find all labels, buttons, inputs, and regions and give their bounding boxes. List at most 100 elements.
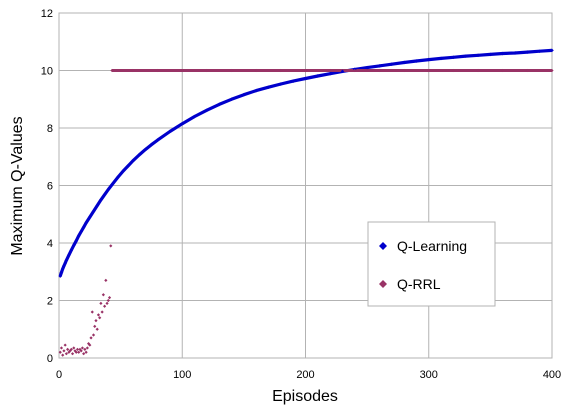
q-learning-point [60, 267, 65, 271]
q-rrl-point [85, 346, 89, 350]
q-rrl-point [103, 304, 107, 308]
y-tick-label: 4 [47, 238, 53, 250]
q-rrl-point [427, 68, 431, 73]
q-rrl-point [99, 301, 103, 305]
q-rrl-point [72, 346, 76, 350]
y-tick-label: 0 [47, 353, 53, 365]
q-rrl-point [79, 349, 83, 353]
q-learning-point [79, 229, 83, 234]
q-rrl-point [328, 68, 332, 73]
q-learning-point [137, 153, 141, 157]
q-rrl-point [279, 68, 283, 73]
q-learning-point [58, 274, 63, 278]
q-learning-point [377, 64, 382, 68]
q-rrl-point [95, 327, 99, 331]
q-rrl-point [180, 68, 184, 73]
legend-label-q-learning: Q-Learning [397, 238, 467, 254]
q-rrl-point [58, 350, 62, 354]
q-rrl-point [93, 324, 97, 328]
q-rrl-point [61, 353, 65, 357]
q-rrl-point [451, 68, 455, 73]
q-learning-point [106, 187, 111, 192]
q-learning-point [149, 142, 154, 147]
q-rrl-point [229, 68, 234, 73]
q-learning-point [64, 258, 69, 263]
q-learning-point [81, 225, 86, 229]
legend: Q-Learning Q-RRL [367, 221, 496, 307]
q-rrl-point [402, 68, 406, 73]
q-rrl-point [69, 347, 73, 351]
q-learning-point [71, 243, 76, 248]
q-learning-point [340, 69, 345, 74]
q-learning-point [500, 51, 505, 56]
y-tick-label: 2 [47, 296, 53, 308]
q-rrl-point [63, 343, 67, 347]
y-tick-label: 8 [47, 123, 53, 135]
q-rrl-point [59, 346, 64, 350]
q-rrl-point [476, 68, 480, 73]
q-learning-point [205, 108, 209, 112]
q-rrl-point [110, 68, 114, 73]
q-rrl-point [91, 333, 96, 337]
q-learning-point [76, 234, 81, 238]
q-learning-point [155, 138, 160, 142]
q-rrl-point [77, 350, 81, 354]
q-learning-point [95, 203, 100, 208]
q-learning-point [143, 147, 148, 152]
q-learning-point [525, 50, 530, 54]
q-rrl-point [100, 310, 104, 314]
q-learning-point [439, 56, 443, 61]
q-learning-point [254, 88, 258, 93]
q-rrl-point [303, 68, 308, 73]
q-learning-point [91, 209, 96, 214]
q-rrl-point [90, 310, 94, 314]
q-rrl-point [156, 68, 160, 73]
q-learning-point [488, 52, 493, 57]
q-rrl-point [131, 68, 135, 73]
q-learning-point [84, 221, 88, 225]
x-tick-label: 100 [173, 369, 191, 381]
q-rrl-point [105, 301, 109, 305]
q-rrl-point [550, 68, 554, 73]
q-rrl-point [75, 347, 80, 351]
q-learning-point [126, 164, 130, 168]
q-learning-point [99, 198, 103, 202]
q-learning-point [537, 49, 542, 54]
q-rrl-point [525, 68, 529, 73]
q-learning-point [229, 97, 234, 102]
q-rrl-point [377, 68, 382, 73]
q-rrl-point [109, 244, 113, 248]
q-learning-point [88, 215, 92, 219]
q-learning-point [291, 79, 295, 83]
q-rrl-point [106, 298, 110, 303]
q-rrl-point [82, 352, 86, 356]
q-rrl-point [66, 347, 70, 351]
q-learning-point [303, 76, 308, 81]
q-rrl-point [84, 350, 88, 354]
q-rrl-point [96, 313, 101, 317]
q-learning-point [463, 54, 468, 58]
q-learning-point [69, 248, 74, 252]
q-learning-point [180, 121, 185, 126]
y-tick-label: 12 [41, 8, 53, 20]
data-points [58, 48, 554, 357]
q-learning-point [476, 53, 480, 58]
q-learning-point [389, 62, 394, 66]
y-tick-label: 10 [41, 66, 53, 78]
q-learning-point [63, 261, 67, 265]
q-rrl-point [104, 278, 108, 282]
q-rrl-point [353, 68, 357, 73]
q-learning-point [316, 74, 320, 78]
x-tick-labels: 0 100 200 300 400 [56, 369, 561, 381]
q-rrl-point [62, 349, 66, 353]
q-learning-point [67, 253, 71, 257]
q-learning-point [62, 264, 66, 268]
y-axis-title: Maximum Q-Values [9, 116, 26, 255]
q-learning-point [550, 48, 554, 53]
q-learning-point [74, 238, 79, 243]
q-learning-point [102, 192, 107, 197]
y-tick-labels: 0 2 4 6 8 10 12 [41, 8, 53, 365]
q-learning-point [451, 55, 456, 60]
q-learning-point [59, 270, 64, 275]
